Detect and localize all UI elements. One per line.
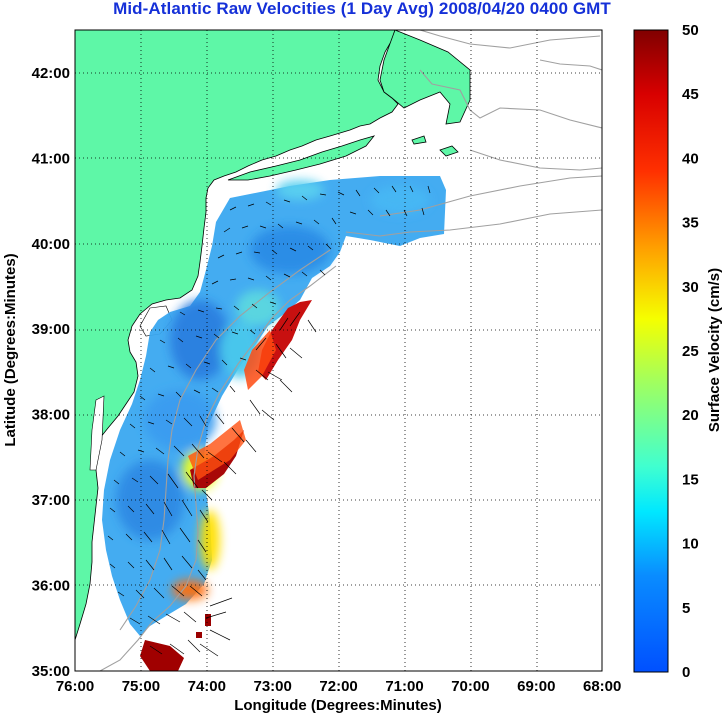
land-mass (75, 30, 399, 641)
latitude-tick-label: 35:00 (32, 663, 70, 680)
marthas-vineyard (411, 135, 427, 145)
high-velocity-band-south (140, 640, 184, 671)
longitude-tick-label: 76:00 (56, 678, 94, 695)
longitude-tick-label: 74:00 (188, 678, 226, 695)
colorbar-tick-label: 35 (682, 215, 699, 232)
high-velocity-patch (205, 614, 211, 626)
colorbar-tick-label: 15 (682, 471, 699, 488)
colorbar-tick-label: 50 (682, 22, 699, 39)
colorbar (633, 29, 669, 673)
high-velocity-band-north-edge (244, 330, 276, 390)
high-velocity-band-north (258, 300, 312, 380)
colorbar-tick-label: 30 (682, 279, 699, 296)
colorbar-tick-label: 10 (682, 536, 699, 553)
graticule-grid (75, 30, 602, 671)
colorbar-tick-label: 5 (682, 600, 690, 617)
latitude-tick-label: 42:00 (32, 65, 70, 82)
colorbar-tick-label: 20 (682, 407, 699, 424)
longitude-tick-label: 73:00 (254, 678, 292, 695)
longitude-tick-label: 70:00 (451, 678, 489, 695)
plot-frame (74, 29, 603, 672)
longitude-tick-label: 75:00 (122, 678, 160, 695)
latitude-tick-label: 38:00 (32, 407, 70, 424)
longitude-tick-label: 71:00 (385, 678, 423, 695)
longitude-tick-labels: 76:00 75:00 74:00 73:00 72:00 71:00 70:00 69:00… (56, 678, 622, 695)
velocity-field (102, 176, 446, 671)
nantucket-island (439, 145, 459, 157)
map-title: Mid-Atlantic Raw Velocities (1 Day Avg) … (113, 0, 611, 18)
colorbar-tick-label: 40 (682, 150, 699, 167)
colorbar-tick-label: 25 (682, 343, 699, 360)
latitude-tick-label: 37:00 (32, 492, 70, 509)
high-velocity-band-central-edge (188, 420, 246, 480)
chesapeake-bay (89, 395, 105, 471)
y-axis-label: Latitude (Degrees:Minutes) (2, 253, 19, 446)
colorbar-tick-label: 45 (682, 86, 699, 103)
colorbar-label: Surface Velocity (cm/s) (706, 268, 723, 432)
long-island (227, 135, 376, 181)
high-velocity-patch-small (196, 632, 202, 638)
bathymetry-contours (99, 30, 602, 671)
colorbar-tick-label: 0 (682, 664, 690, 681)
latitude-tick-label: 36:00 (32, 577, 70, 594)
latitude-tick-label: 40:00 (32, 236, 70, 253)
cape-cod (379, 30, 471, 125)
latitude-tick-labels: 42:00 41:00 40:00 39:00 38:00 37:00 36:00 35:00 (32, 65, 70, 680)
longitude-tick-label: 68:00 (583, 678, 621, 695)
latitude-tick-label: 39:00 (32, 321, 70, 338)
latitude-tick-label: 41:00 (32, 150, 70, 167)
longitude-tick-label: 69:00 (517, 678, 555, 695)
x-axis-label: Longitude (Degrees:Minutes) (234, 697, 442, 714)
longitude-tick-label: 72:00 (319, 678, 357, 695)
